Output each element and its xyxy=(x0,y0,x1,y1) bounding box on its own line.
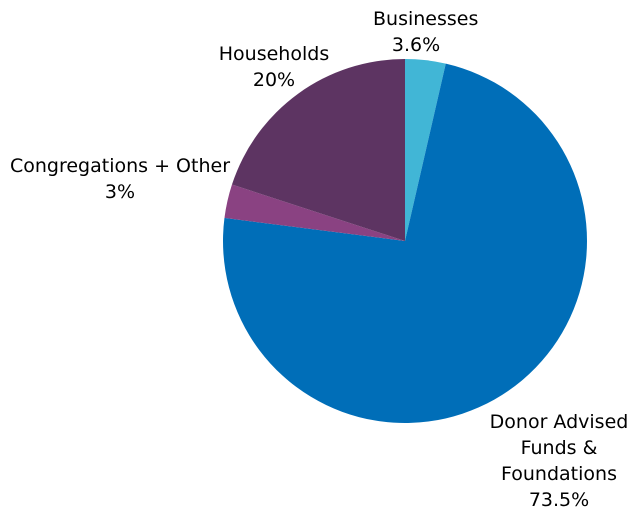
label-businesses-value: 3.6% xyxy=(391,34,441,56)
pie-slice-congregations-other xyxy=(224,184,405,241)
pie-slice-businesses xyxy=(405,59,446,241)
slice-label-businesses: Businesses 3.6% xyxy=(373,6,479,58)
label-businesses-name: Businesses xyxy=(373,8,479,30)
label-daf-line-1: Donor Advised xyxy=(489,411,629,433)
label-congregations-value: 3% xyxy=(104,181,136,203)
label-households-value: 20% xyxy=(252,69,296,91)
label-daf-line-2: Funds & xyxy=(520,437,598,459)
label-congregations-name: Congregations + Other xyxy=(9,155,231,177)
slice-label-congregations-other: Congregations + Other 3% xyxy=(6,153,234,205)
label-daf-line-3: Foundations xyxy=(501,463,617,485)
pie-slice-donor-advised-funds-foundations xyxy=(223,63,588,424)
slice-label-donor-advised-funds: Donor Advised Funds & Foundations 73.5% xyxy=(485,409,633,513)
slice-label-households: Households 20% xyxy=(214,41,334,93)
label-households-name: Households xyxy=(218,43,330,65)
label-daf-value: 73.5% xyxy=(528,489,590,511)
pie-slice-households xyxy=(231,59,405,241)
pie-slices xyxy=(223,59,588,424)
